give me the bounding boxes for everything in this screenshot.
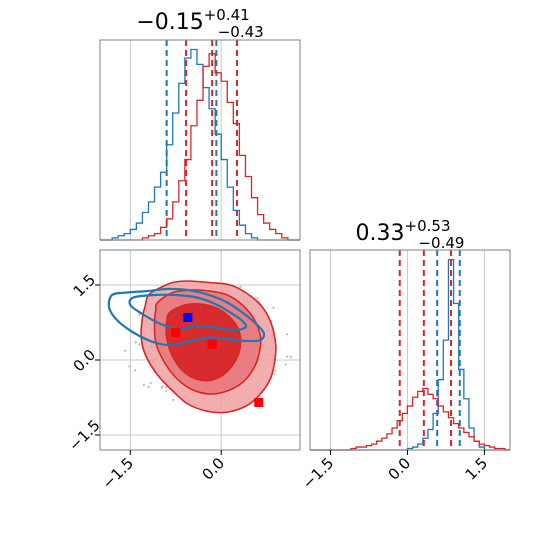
- tick-label-x: −1.5: [99, 454, 137, 492]
- tick-label-y: 1.5: [70, 271, 100, 301]
- scatter-point: [128, 365, 131, 368]
- scatter-point: [138, 313, 141, 316]
- scatter-point: [272, 306, 275, 309]
- scatter-point: [134, 369, 137, 372]
- scatter-point: [289, 355, 293, 358]
- scatter-point: [284, 363, 287, 366]
- marker-red_marker: [254, 398, 264, 407]
- scatter-point: [137, 343, 141, 346]
- frame-bottom-left: [99, 249, 301, 451]
- scatter-point: [285, 333, 289, 336]
- histogram-red: [310, 387, 510, 451]
- marker-red_marker: [207, 339, 217, 349]
- scatter-point: [124, 349, 127, 352]
- markers: [171, 313, 264, 407]
- frame-top-left: [99, 39, 301, 241]
- scatter-point: [274, 369, 277, 372]
- tick-label-x: 1.5: [462, 454, 492, 484]
- yticks-bottom-left: 1.50.0−1.5: [65, 271, 103, 455]
- marker-red_marker: [171, 328, 181, 337]
- tick-label-x: −1.5: [299, 454, 337, 492]
- grid-top-left: [129, 40, 222, 240]
- scatter-point: [142, 383, 146, 387]
- grid-bottom-right: [330, 250, 485, 450]
- quantile-lines-bottom-right: [398, 250, 461, 450]
- title-top-left: −0.15+0.41 −0.43: [136, 6, 263, 41]
- contour-blue-outer: [107, 287, 266, 347]
- scatter-point: [285, 355, 289, 358]
- histogram-red: [100, 53, 300, 241]
- panel-bottom-left: −1.5 0.0 1.5 0.0 −1.5: [65, 249, 301, 493]
- scatter-point: [149, 381, 152, 385]
- histograms-top-left: [100, 48, 300, 241]
- scatter-point: [134, 341, 137, 344]
- histogram-blue: [100, 48, 300, 241]
- scatter-point: [147, 385, 150, 389]
- quantile-lines-top-left: [165, 40, 238, 240]
- tick-label-x: 0.0: [385, 454, 415, 484]
- frame-bottom-right: [309, 249, 511, 451]
- scatter-point: [172, 398, 175, 402]
- histogram-blue: [310, 258, 510, 451]
- scatter-point: [164, 389, 168, 392]
- tick-label-y: 0.0: [70, 346, 100, 376]
- title-bottom-right: 0.33+0.53 −0.49: [356, 217, 465, 252]
- xticks-bottom-left: −1.5 0.0: [99, 450, 228, 493]
- marker-blue_marker: [183, 313, 193, 322]
- scatter-point: [165, 385, 168, 389]
- scatter-point: [161, 385, 164, 388]
- panel-top-left: −0.15+0.41 −0.43: [99, 6, 301, 241]
- scatter-point: [273, 372, 276, 376]
- scatter-point: [256, 297, 259, 300]
- panel-bottom-right: 0.33+0.53 −0.49 −1.5 0.0 1.5: [299, 217, 511, 493]
- histograms-bottom-right: [310, 258, 510, 451]
- tick-label-x: 0.0: [198, 454, 228, 484]
- contour-blue-inner: [128, 293, 248, 332]
- xticks-bottom-right: −1.5 0.0 1.5: [299, 450, 491, 493]
- contours: [107, 280, 277, 414]
- scatter-point: [239, 285, 242, 289]
